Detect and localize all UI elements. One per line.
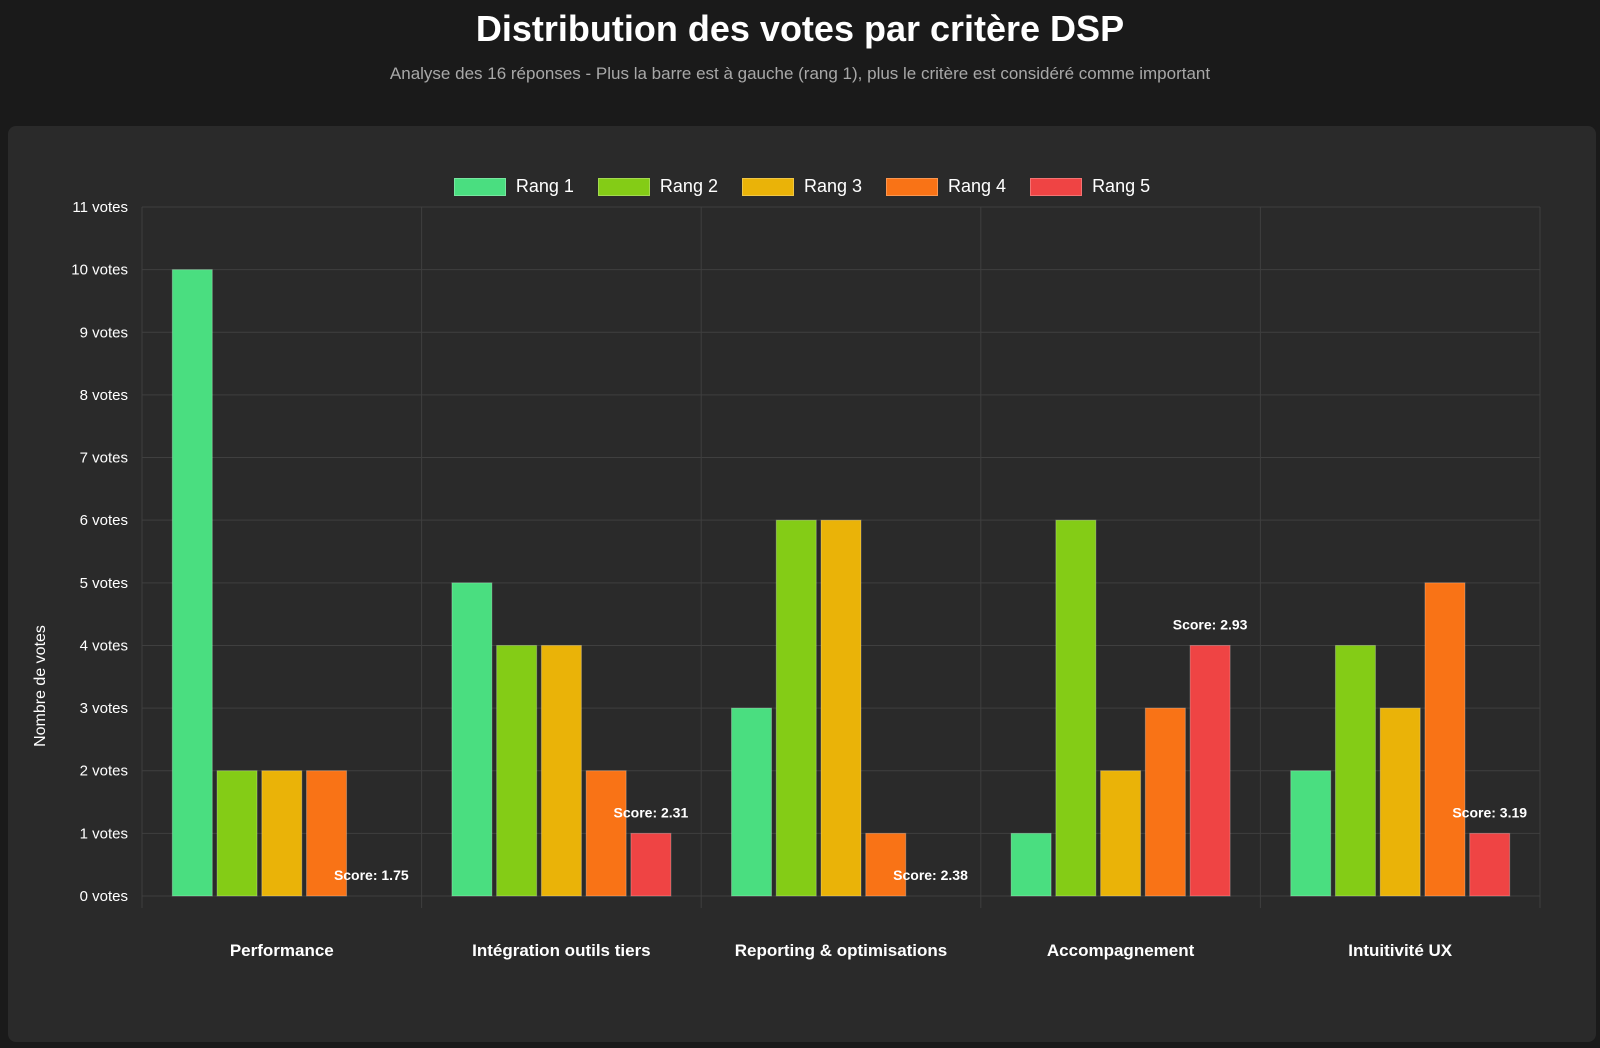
bar <box>216 770 258 897</box>
y-tick-label: 11 votes <box>72 199 128 216</box>
y-tick-label: 6 votes <box>80 512 128 529</box>
legend-label: Rang 1 <box>515 176 574 196</box>
legend-item[interactable]: Rang 2 <box>597 176 718 197</box>
bar <box>1010 832 1052 897</box>
bar <box>630 832 672 897</box>
x-tick-label: Intégration outils tiers <box>472 941 651 960</box>
chart-card: 0 votes 1 votes 2 votes 3 votes 4 votes 5 vot… <box>8 126 1596 1042</box>
score-label: Score: 2.31 <box>614 804 689 820</box>
legend-swatch <box>886 177 939 196</box>
legend-item[interactable]: Rang 3 <box>741 176 863 197</box>
page-subtitle: Analyse des 16 réponses - Plus la barre … <box>389 64 1211 83</box>
y-tick-label: 1 votes <box>80 825 128 842</box>
legend-item[interactable]: Rang 4 <box>886 176 1006 197</box>
y-tick-label: 10 votes <box>71 262 128 279</box>
score-label: Score: 3.19 <box>1452 804 1527 820</box>
x-tick-label: Reporting & optimisations <box>735 941 948 960</box>
bar <box>1189 644 1231 897</box>
legend-label: Rang 4 <box>948 176 1007 196</box>
y-tick-label: 3 votes <box>80 700 128 717</box>
bar <box>1055 519 1097 897</box>
bar <box>540 644 582 897</box>
page-title: Distribution des votes par critère DSP <box>475 8 1125 49</box>
bar-chart: 0 votes 1 votes 2 votes 3 votes 4 votes 5 vot… <box>71 199 1541 960</box>
bar <box>1100 770 1142 897</box>
legend-swatch <box>741 177 794 196</box>
bar <box>261 770 303 897</box>
bar <box>865 832 907 897</box>
bar <box>496 644 538 897</box>
y-tick-label: 0 votes <box>80 888 128 905</box>
y-tick-label: 9 votes <box>80 324 128 341</box>
bar <box>731 707 772 897</box>
legend-item[interactable]: Rang 5 <box>1030 176 1150 197</box>
bar <box>1144 707 1186 897</box>
bar <box>1290 770 1332 897</box>
legend-label: Rang 2 <box>659 176 718 196</box>
score-label: Score: 1.75 <box>334 867 409 883</box>
x-tick-label: Accompagnement <box>1047 941 1195 960</box>
y-tick-label: 8 votes <box>80 387 128 404</box>
bar <box>1424 582 1466 897</box>
x-tick-label: Performance <box>230 941 334 960</box>
legend-swatch <box>1030 177 1083 196</box>
bar <box>306 770 348 897</box>
legend-swatch <box>597 177 650 196</box>
legend-label: Rang 3 <box>803 176 863 196</box>
bar <box>585 770 627 897</box>
bar <box>820 519 862 897</box>
x-tick-label: Intuitivité UX <box>1348 941 1453 960</box>
y-tick-label: 5 votes <box>80 575 128 592</box>
legend-swatch <box>453 177 506 196</box>
score-label: Score: 2.38 <box>893 867 968 883</box>
chart-legend: Rang 1 Rang 2 Rang 3 Rang 4 Rang 5 <box>8 176 1596 197</box>
bar <box>775 519 817 897</box>
y-tick-label: 7 votes <box>80 450 128 467</box>
y-tick-label: 4 votes <box>80 637 128 654</box>
bar <box>451 582 493 897</box>
bar <box>171 269 213 897</box>
legend-item[interactable]: Rang 1 <box>453 176 574 197</box>
bar <box>1334 644 1376 897</box>
y-tick-label: 2 votes <box>80 763 128 780</box>
y-axis-title: Nombre de votes <box>32 625 49 747</box>
legend-label: Rang 5 <box>1092 176 1151 196</box>
bar <box>1469 832 1511 897</box>
bar <box>1379 707 1421 897</box>
score-label: Score: 2.93 <box>1173 616 1248 632</box>
